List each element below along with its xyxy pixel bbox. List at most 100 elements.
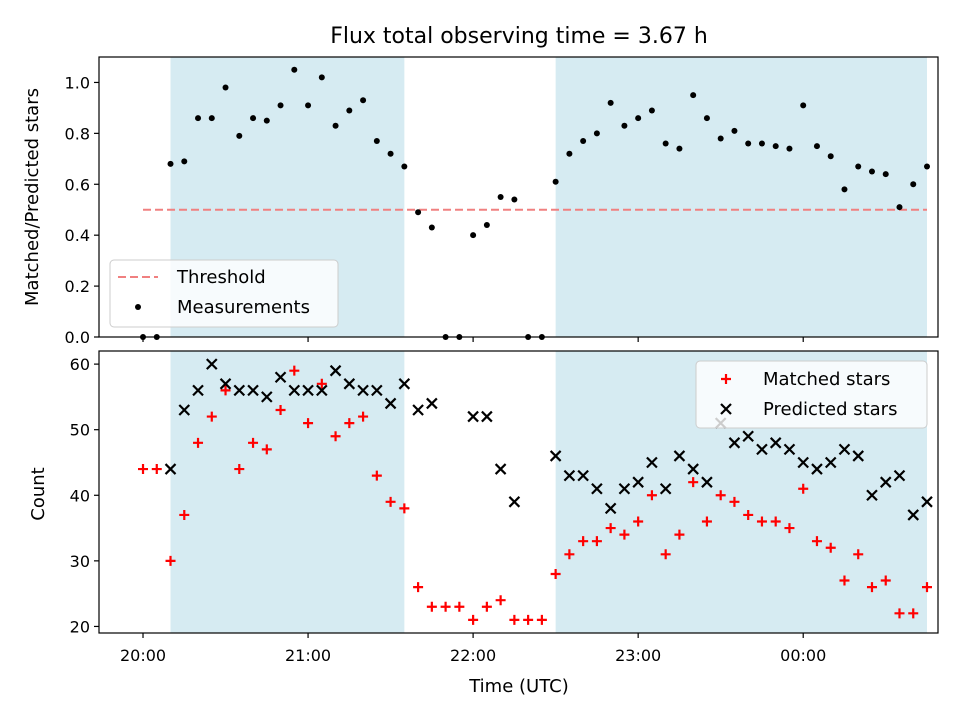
measurement-point [841, 186, 848, 193]
predicted-star-point [384, 397, 397, 410]
matched-star-point [344, 418, 355, 429]
matched-star-point [481, 601, 492, 612]
measurement-point [786, 145, 793, 152]
matched-star-point [358, 411, 369, 422]
matched-star-point [454, 601, 465, 612]
predicted-star-point [343, 378, 356, 390]
measurement-point [731, 127, 738, 134]
matched-star-point [770, 516, 781, 527]
predicted-star-point [921, 496, 933, 508]
measurement-point [580, 138, 587, 144]
bottom-axes: 20 30 40 50 60 20:00 21:00 22:00 23:00 00:00 [70, 350, 939, 665]
measurement-point [827, 153, 834, 160]
measurement-point [470, 232, 477, 239]
predicted-star-point [907, 509, 920, 521]
matched-star-point [151, 464, 162, 475]
legend-predicted-swatch [720, 403, 732, 415]
axes-frame [98, 350, 939, 634]
matched-star-point [908, 608, 919, 619]
predicted-star-point [357, 384, 369, 397]
measurement-point [648, 107, 655, 114]
matched-star-point [839, 575, 850, 586]
matched-star-point [798, 483, 809, 494]
measurement-point [208, 115, 215, 122]
predicted-star-point [632, 476, 644, 488]
predicted-star-point [646, 456, 658, 469]
matched-star-point [660, 549, 671, 560]
measurement-point [401, 163, 408, 170]
measurement-point [566, 150, 573, 157]
y-tick-label: 30 [70, 552, 90, 571]
count-points [138, 358, 933, 625]
predicted-star-point [412, 404, 424, 416]
predicted-star-point [288, 384, 301, 397]
predicted-star-point [659, 482, 672, 495]
measurement-point [236, 132, 243, 139]
predicted-star-point [371, 384, 383, 397]
predicted-star-point [687, 463, 699, 475]
predicted-star-point [577, 469, 589, 482]
measurement-point [483, 222, 490, 228]
observing-window-band [170, 351, 405, 633]
matched-star-point [165, 555, 176, 566]
x-tick-label: 21:00 [285, 646, 331, 665]
measurement-point [318, 74, 325, 81]
legend-box [695, 360, 928, 429]
predicted-star-point [508, 496, 521, 508]
y-tick-label: 0.2 [65, 277, 90, 296]
measurement-point [635, 115, 642, 122]
measurement-point [868, 168, 875, 175]
measurement-point [882, 171, 889, 178]
predicted-star-point [618, 482, 631, 495]
predicted-star-point [728, 437, 741, 449]
predicted-star-point [192, 384, 204, 397]
matched-star-point [784, 523, 795, 534]
matched-star-point [234, 464, 245, 475]
measurement-point [360, 97, 367, 104]
predicted-star-point [302, 384, 314, 397]
predicted-star-point [604, 502, 617, 515]
matched-star-point [646, 490, 657, 501]
y-tick-label: 0.0 [65, 328, 90, 347]
matched-star-point [921, 582, 932, 593]
matched-star-point [138, 464, 149, 475]
measurement-point [305, 102, 312, 109]
matched-star-point [729, 496, 740, 507]
matched-star-point [193, 437, 204, 448]
matched-star-point [894, 608, 905, 619]
matched-star-point [206, 411, 217, 422]
measurement-point [662, 140, 669, 147]
measurement-point [923, 163, 930, 170]
top-legend: Threshold Measurements [109, 259, 339, 328]
matched-star-point [853, 549, 864, 560]
measurement-point [703, 115, 710, 122]
measurement-point [387, 150, 394, 157]
matched-star-point [440, 601, 451, 612]
y-tick-label: 60 [70, 355, 90, 374]
predicted-star-point [494, 463, 507, 475]
measurement-point [373, 138, 380, 144]
legend-box [109, 259, 339, 328]
observing-window-band [555, 57, 927, 337]
bottom-legend: Matched stars Predicted stars [695, 360, 928, 429]
matched-star-point [523, 614, 534, 625]
x-tick-label: 22:00 [450, 646, 496, 665]
predicted-star-point [274, 371, 287, 384]
x-tick-label: 00:00 [780, 646, 826, 665]
matched-star-point [564, 549, 575, 560]
measurement-point [332, 122, 339, 129]
bottom-y-axis-label: Count [28, 467, 49, 520]
measurement-point [277, 102, 284, 109]
measurement-point [415, 209, 422, 216]
legend-predicted-label: Predicted stars [763, 399, 897, 420]
matched-star-point [385, 496, 396, 507]
measurement-point [291, 66, 298, 73]
matched-star-point [743, 509, 754, 520]
top-axes: 0.0 0.2 0.4 0.6 0.8 1.0 [65, 56, 939, 347]
predicted-star-point [893, 469, 906, 482]
measurement-point [250, 115, 257, 122]
predicted-star-point [811, 463, 823, 475]
predicted-star-point [591, 482, 603, 495]
predicted-star-point [467, 410, 479, 423]
x-tick-label: 23:00 [615, 646, 661, 665]
